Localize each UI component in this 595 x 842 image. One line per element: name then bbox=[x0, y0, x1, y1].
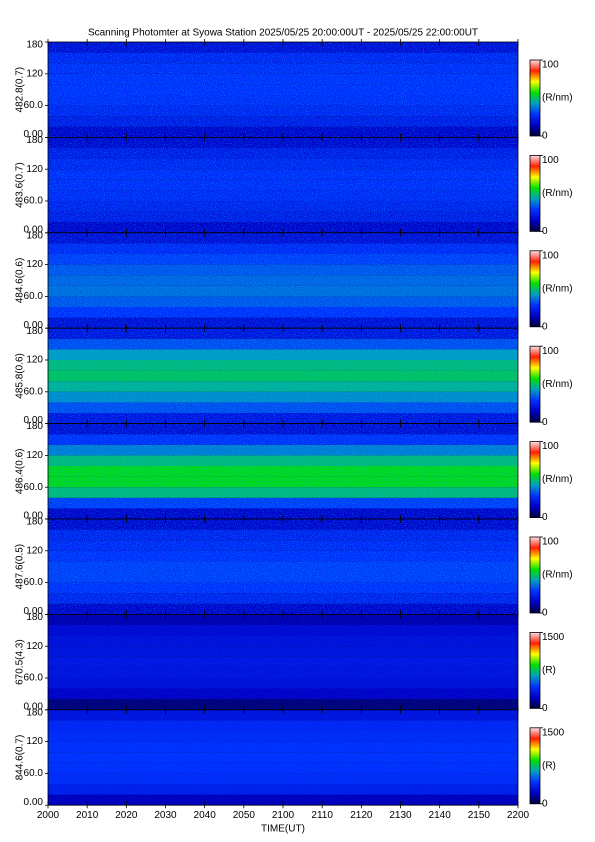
y-tick-label: 60.0 bbox=[24, 196, 44, 207]
colorbar-label: (R) bbox=[542, 665, 556, 676]
y-tick-label: 120 bbox=[26, 736, 43, 747]
colorbar-tick-label: 100 bbox=[542, 537, 559, 548]
colorbar-tick-label: 0 bbox=[542, 512, 548, 523]
colorbar-tick-label: 100 bbox=[542, 346, 559, 357]
colorbar-tick-label: 0 bbox=[542, 417, 548, 428]
y-tick-label: 0.00 bbox=[24, 415, 44, 426]
colorbar-label: (R/nm) bbox=[542, 474, 573, 485]
x-tick-label: 2140 bbox=[429, 810, 452, 821]
speckle bbox=[48, 614, 518, 710]
y-tick-label: 0.00 bbox=[24, 224, 44, 235]
colorbar-tick-label: 0 bbox=[542, 131, 548, 142]
speckle bbox=[48, 423, 518, 519]
y-axis-label: 487.6(0.5) bbox=[15, 544, 26, 590]
colorbar-label: (R/nm) bbox=[542, 283, 573, 294]
y-tick-label: 180 bbox=[26, 230, 43, 241]
y-tick-label: 60.0 bbox=[24, 100, 44, 111]
colorbar-tick-label: 100 bbox=[542, 60, 559, 71]
y-tick-label: 0.00 bbox=[24, 797, 44, 808]
y-tick-label: 60.0 bbox=[24, 673, 44, 684]
colorbar-tick-label: 1500 bbox=[542, 632, 565, 643]
colorbar-tick-label: 1500 bbox=[542, 727, 565, 738]
y-tick-label: 180 bbox=[26, 326, 43, 337]
y-tick-label: 0.00 bbox=[24, 511, 44, 522]
y-axis-label: 484.6(0.6) bbox=[15, 258, 26, 304]
colorbar-tick-label: 0 bbox=[542, 608, 548, 619]
chart-title: Scanning Photomter at Syowa Station 2025… bbox=[88, 28, 478, 39]
x-tick-label: 2150 bbox=[468, 810, 491, 821]
speckle bbox=[48, 232, 518, 329]
colorbar-label: (R/nm) bbox=[542, 188, 573, 199]
y-axis-label: 483.6(0.7) bbox=[15, 162, 26, 208]
x-tick-label: 2050 bbox=[233, 810, 256, 821]
colorbar-tick-label: 100 bbox=[542, 155, 559, 166]
colorbar-tick-label: 0 bbox=[542, 703, 548, 714]
y-tick-label: 180 bbox=[26, 707, 43, 718]
colorbar-label: (R/nm) bbox=[542, 570, 573, 581]
colorbar bbox=[529, 632, 541, 709]
colorbar bbox=[529, 727, 541, 805]
x-tick-label: 2200 bbox=[507, 810, 530, 821]
y-tick-label: 0.00 bbox=[24, 701, 44, 712]
y-tick-label: 180 bbox=[26, 612, 43, 623]
y-tick-label: 120 bbox=[26, 641, 43, 652]
x-tick-label: 2020 bbox=[115, 810, 138, 821]
y-tick-label: 120 bbox=[26, 68, 43, 79]
x-tick-label: 2000 bbox=[37, 810, 60, 821]
speckle bbox=[48, 42, 518, 138]
colorbar bbox=[529, 59, 541, 137]
colorbar bbox=[529, 250, 541, 328]
speckle bbox=[48, 519, 518, 615]
x-tick-label: 2110 bbox=[311, 810, 333, 821]
colorbar-tick-label: 0 bbox=[542, 798, 548, 809]
speckle bbox=[48, 709, 518, 806]
colorbar-tick-label: 100 bbox=[542, 441, 559, 452]
y-tick-label: 120 bbox=[26, 450, 43, 461]
x-tick-label: 2010 bbox=[76, 810, 99, 821]
y-tick-label: 120 bbox=[26, 259, 43, 270]
y-axis-label: 670.5(4.3) bbox=[15, 639, 26, 685]
y-axis-label: 485.8(0.6) bbox=[15, 353, 26, 399]
x-tick-label: 2130 bbox=[389, 810, 412, 821]
y-tick-label: 60.0 bbox=[24, 482, 44, 493]
y-axis-label: 486.4(0.6) bbox=[15, 449, 26, 495]
colorbar bbox=[529, 345, 541, 423]
colorbar bbox=[529, 441, 541, 519]
y-tick-label: 0.00 bbox=[24, 606, 44, 617]
colorbar-label: (R/nm) bbox=[542, 93, 573, 104]
colorbar-label: (R/nm) bbox=[542, 379, 573, 390]
colorbar-tick-label: 0 bbox=[542, 321, 548, 332]
speckle bbox=[48, 137, 518, 233]
y-tick-label: 120 bbox=[26, 545, 43, 556]
y-tick-label: 120 bbox=[26, 355, 43, 366]
colorbar-tick-label: 100 bbox=[542, 250, 559, 261]
colorbar-label: (R) bbox=[542, 760, 556, 771]
speckle bbox=[48, 328, 518, 424]
y-tick-label: 60.0 bbox=[24, 768, 44, 779]
y-tick-label: 180 bbox=[26, 135, 43, 146]
x-tick-label: 2120 bbox=[350, 810, 373, 821]
x-axis-label: TIME(UT) bbox=[261, 824, 305, 835]
colorbar-tick-label: 0 bbox=[542, 226, 548, 237]
y-axis-label: 482.8(0.7) bbox=[15, 67, 26, 113]
x-tick-label: 2100 bbox=[272, 810, 295, 821]
y-tick-label: 0.00 bbox=[24, 129, 44, 140]
y-tick-label: 120 bbox=[26, 164, 43, 175]
x-tick-label: 2030 bbox=[154, 810, 177, 821]
y-tick-label: 180 bbox=[26, 40, 43, 51]
y-tick-label: 0.00 bbox=[24, 320, 44, 331]
x-tick-label: 2040 bbox=[194, 810, 217, 821]
y-tick-label: 180 bbox=[26, 421, 43, 432]
colorbar bbox=[529, 536, 541, 614]
colorbar bbox=[529, 154, 541, 232]
y-tick-label: 60.0 bbox=[24, 577, 44, 588]
y-tick-label: 60.0 bbox=[24, 386, 44, 397]
y-tick-label: 60.0 bbox=[24, 291, 44, 302]
y-axis-label: 844.6(0.7) bbox=[15, 735, 26, 781]
y-tick-label: 180 bbox=[26, 517, 43, 528]
